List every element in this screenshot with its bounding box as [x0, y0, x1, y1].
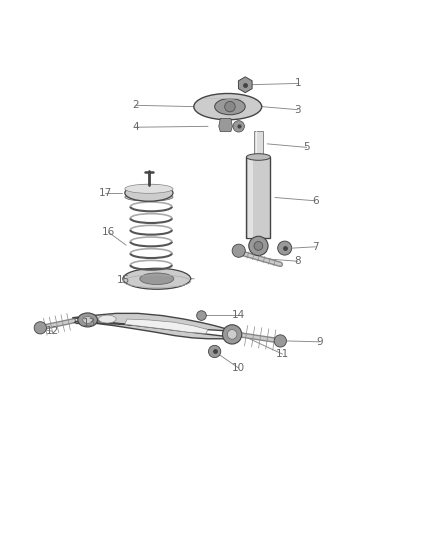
Ellipse shape	[123, 268, 191, 289]
Text: 6: 6	[312, 196, 319, 206]
Circle shape	[223, 325, 242, 344]
Ellipse shape	[140, 273, 174, 285]
Text: 12: 12	[46, 326, 59, 336]
Ellipse shape	[125, 184, 173, 201]
Circle shape	[254, 241, 263, 251]
Circle shape	[233, 120, 244, 132]
Polygon shape	[72, 313, 234, 339]
Ellipse shape	[194, 93, 262, 120]
Circle shape	[278, 241, 292, 255]
Circle shape	[274, 335, 286, 347]
Circle shape	[197, 311, 206, 320]
Ellipse shape	[125, 193, 173, 201]
Circle shape	[227, 329, 237, 339]
Ellipse shape	[125, 184, 173, 193]
Text: 1: 1	[294, 78, 301, 88]
Polygon shape	[254, 131, 263, 157]
Polygon shape	[219, 118, 233, 132]
Text: 2: 2	[132, 100, 139, 110]
Text: 16: 16	[102, 228, 115, 237]
Text: 4: 4	[132, 122, 139, 132]
Polygon shape	[125, 319, 208, 334]
Ellipse shape	[78, 313, 97, 327]
Polygon shape	[246, 157, 270, 238]
Ellipse shape	[99, 315, 116, 323]
Text: 9: 9	[316, 337, 323, 347]
Ellipse shape	[215, 99, 245, 115]
Text: 13: 13	[83, 318, 96, 328]
Text: 7: 7	[312, 242, 319, 252]
Text: 14: 14	[232, 310, 245, 320]
Text: 8: 8	[294, 256, 301, 266]
Text: 17: 17	[99, 188, 112, 198]
Ellipse shape	[83, 317, 92, 324]
Circle shape	[225, 101, 235, 112]
Polygon shape	[248, 157, 253, 238]
Polygon shape	[238, 77, 252, 93]
Text: 15: 15	[117, 274, 130, 285]
Circle shape	[208, 345, 221, 358]
Circle shape	[34, 322, 46, 334]
Text: 3: 3	[294, 104, 301, 115]
Circle shape	[249, 236, 268, 255]
Circle shape	[232, 244, 245, 257]
Text: 11: 11	[276, 349, 289, 359]
Text: 10: 10	[232, 363, 245, 373]
Text: 5: 5	[303, 142, 310, 152]
Ellipse shape	[246, 154, 270, 160]
